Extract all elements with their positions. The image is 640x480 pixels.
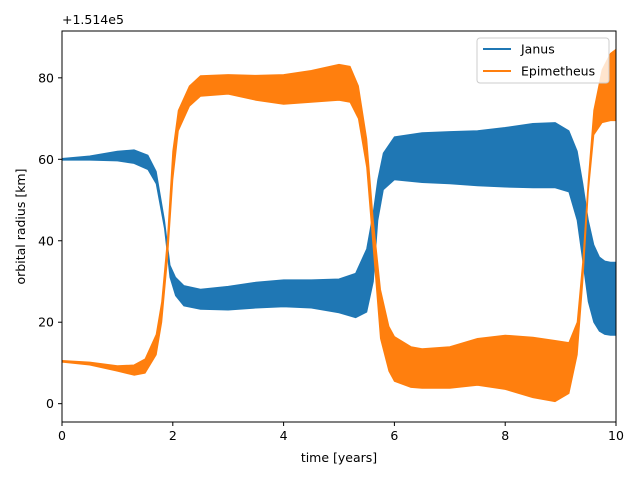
y-tick-label: 60 [38, 152, 54, 167]
y-axis-ticks: 0 20 40 60 80 [38, 70, 62, 411]
x-tick-label: 4 [280, 428, 288, 443]
x-axis-ticks: 0 2 4 6 8 10 [58, 422, 624, 443]
x-tick-label: 2 [169, 428, 177, 443]
x-tick-label: 0 [58, 428, 66, 443]
y-tick-label: 40 [38, 233, 54, 248]
legend-label-epimetheus: Epimetheus [521, 64, 595, 79]
y-tick-label: 20 [38, 315, 54, 330]
x-axis-label: time [years] [301, 450, 377, 465]
x-tick-label: 6 [390, 428, 398, 443]
y-tick-label: 80 [38, 70, 54, 85]
plot-frame [61, 30, 617, 423]
legend: Janus Epimetheus [476, 37, 610, 84]
y-tick-label: 0 [46, 396, 54, 411]
plot-data-layer [62, 48, 616, 403]
y-axis-label: orbital radius [km] [13, 169, 28, 285]
series-band-janus [62, 122, 616, 336]
series-band-epimetheus [62, 48, 616, 403]
x-tick-label: 10 [608, 428, 624, 443]
y-offset-label: +1.514e5 [62, 12, 124, 27]
legend-label-janus: Janus [520, 42, 555, 57]
x-tick-label: 8 [501, 428, 509, 443]
